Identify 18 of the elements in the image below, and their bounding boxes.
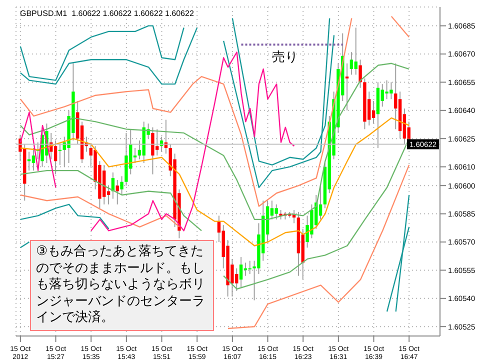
chart-title: GBPUSD.M1 1.60622 1.60622 1.60622 1.60622 — [20, 9, 194, 18]
candlestick — [239, 256, 243, 288]
candlestick — [120, 176, 124, 196]
annotation: ③もみ合ったあと落ちてきたのでそのままホールド。もしも落ち切らないようならボリンジャーバンドのセンターラインで決済。 — [30, 240, 214, 330]
candlestick — [354, 27, 358, 76]
candlestick — [358, 59, 362, 88]
candlestick — [345, 62, 349, 111]
candlestick — [151, 126, 154, 175]
candlestick — [248, 260, 252, 274]
candlestick — [274, 204, 278, 220]
candlestick — [394, 62, 398, 130]
annotation: 売り — [272, 49, 298, 66]
candlestick — [350, 52, 354, 76]
candlestick — [32, 148, 36, 172]
candlestick — [54, 140, 58, 175]
candlestick — [116, 179, 119, 205]
candlestick — [58, 144, 62, 166]
candlestick — [372, 100, 376, 124]
